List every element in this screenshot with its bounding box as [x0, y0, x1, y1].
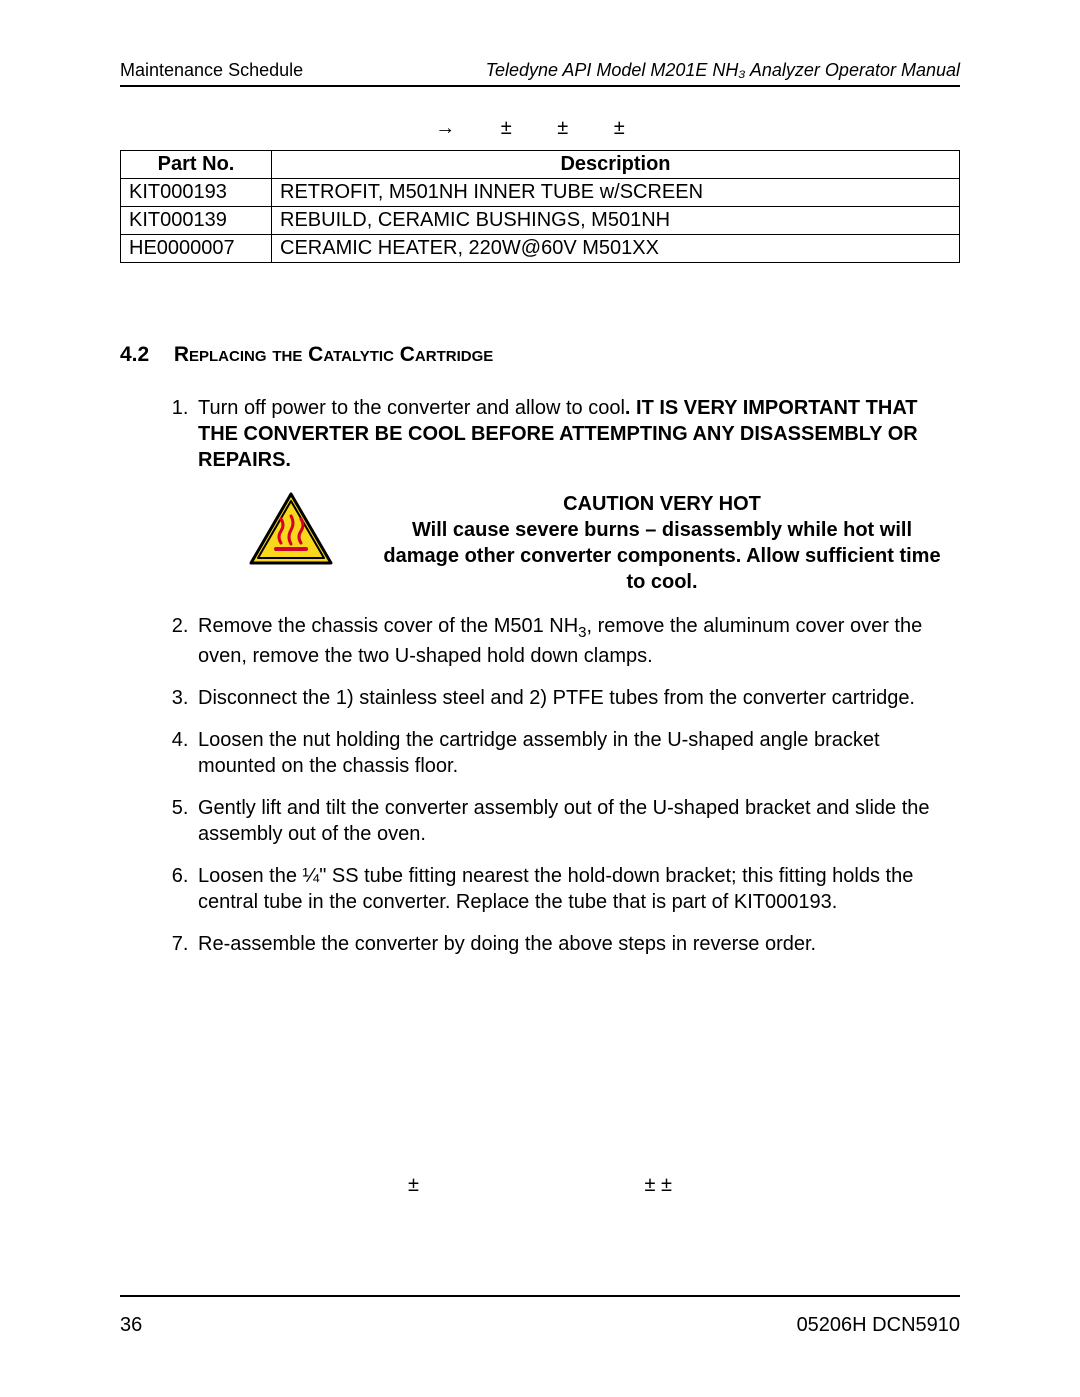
top-symbols: → ± ± ± [120, 117, 960, 140]
step-2: Remove the chassis cover of the M501 NH3… [194, 613, 960, 669]
steps-list: Turn off power to the converter and allo… [120, 395, 960, 957]
header-right: Teledyne API Model M201E NH₃ Analyzer Op… [486, 60, 960, 81]
page-header: Maintenance Schedule Teledyne API Model … [120, 60, 960, 87]
cell-desc: REBUILD, CERAMIC BUSHINGS, M501NH [272, 207, 960, 235]
step2-a: Remove the chassis cover of the M501 NH [198, 615, 578, 637]
table-header-row: Part No. Description [121, 151, 960, 179]
step-5: Gently lift and tilt the converter assem… [194, 795, 960, 847]
step-3: Disconnect the 1) stainless steel and 2)… [194, 685, 960, 711]
caution-text: CAUTION VERY HOT Will cause severe burns… [374, 491, 960, 595]
cell-partno: HE0000007 [121, 235, 272, 263]
page-number: 36 [120, 1314, 142, 1337]
cell-desc: RETROFIT, M501NH INNER TUBE w/SCREEN [272, 179, 960, 207]
step-7: Re-assemble the converter by doing the a… [194, 931, 960, 957]
parts-table: Part No. Description KIT000193 RETROFIT,… [120, 150, 960, 263]
step1-text: Turn off power to the converter and allo… [198, 397, 625, 419]
hot-surface-icon [248, 491, 334, 574]
step-6: Loosen the ¼" SS tube fitting nearest th… [194, 863, 960, 915]
col-part-no: Part No. [121, 151, 272, 179]
footer-sym-b: ± ± [645, 1174, 673, 1196]
cell-partno: KIT000139 [121, 207, 272, 235]
table-row: KIT000193 RETROFIT, M501NH INNER TUBE w/… [121, 179, 960, 207]
col-description: Description [272, 151, 960, 179]
caution-title: CAUTION VERY HOT [374, 491, 950, 517]
footer-sym-a: ± [408, 1174, 419, 1196]
step-4: Loosen the nut holding the cartridge ass… [194, 727, 960, 779]
caution-body: Will cause severe burns – disassembly wh… [374, 517, 950, 595]
footer-rule [120, 1295, 960, 1297]
section-heading: 4.2 Replacing the Catalytic Cartridge [120, 343, 960, 367]
caution-block: CAUTION VERY HOT Will cause severe burns… [248, 491, 960, 595]
section-title-text: Replacing the Catalytic Cartridge [174, 343, 493, 366]
section-number: 4.2 [120, 343, 168, 367]
header-left: Maintenance Schedule [120, 60, 303, 81]
table-row: HE0000007 CERAMIC HEATER, 220W@60V M501X… [121, 235, 960, 263]
footer-symbols: ± ± ± [0, 1174, 1080, 1197]
cell-desc: CERAMIC HEATER, 220W@60V M501XX [272, 235, 960, 263]
table-row: KIT000139 REBUILD, CERAMIC BUSHINGS, M50… [121, 207, 960, 235]
step-1: Turn off power to the converter and allo… [194, 395, 960, 595]
subscript-3: 3 [578, 624, 586, 641]
doc-id: 05206H DCN5910 [797, 1314, 960, 1337]
cell-partno: KIT000193 [121, 179, 272, 207]
page-footer: 36 05206H DCN5910 [120, 1314, 960, 1337]
